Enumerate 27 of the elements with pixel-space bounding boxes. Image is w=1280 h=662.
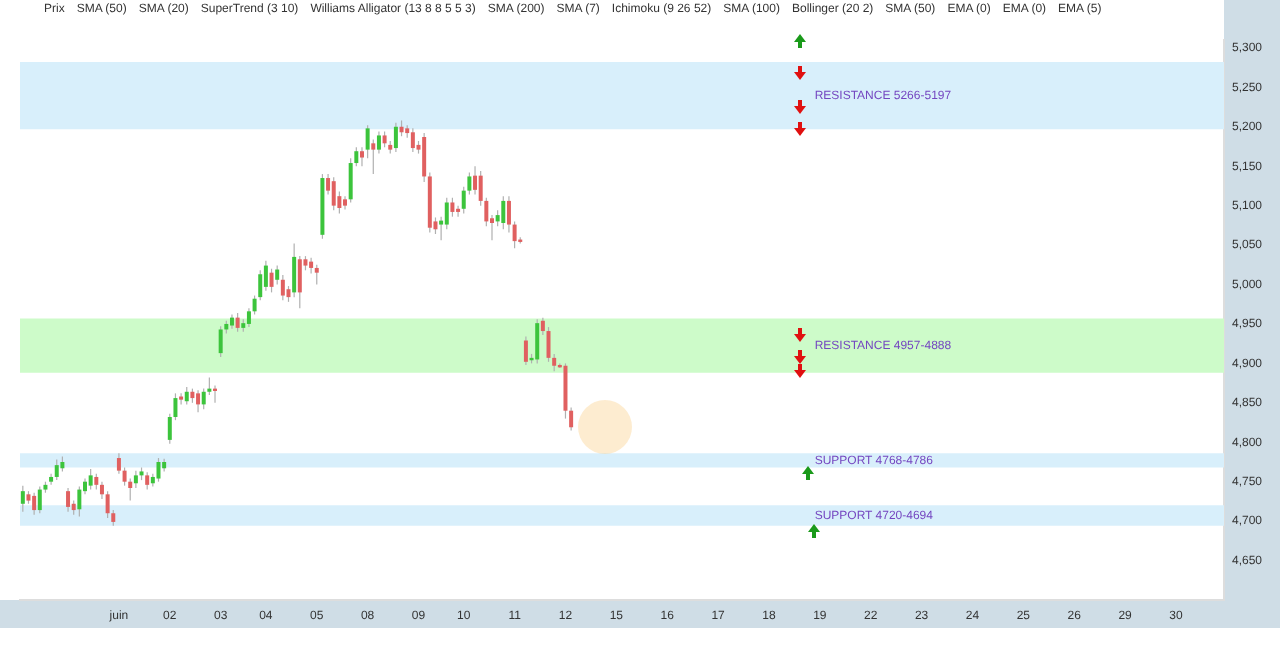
candlestick (331, 176, 336, 211)
candlestick (32, 492, 37, 516)
candlestick (54, 459, 59, 481)
candlestick (196, 389, 201, 413)
candlestick (450, 197, 455, 218)
candlestick (393, 122, 398, 153)
candlestick (371, 138, 376, 175)
candlestick (535, 318, 540, 364)
candlestick (546, 326, 551, 363)
candlestick (523, 335, 528, 366)
candlestick (473, 165, 478, 196)
candlestick (66, 487, 71, 513)
candlestick (156, 457, 161, 483)
candlestick (263, 260, 268, 292)
candlestick (235, 312, 240, 333)
candlestick (410, 127, 415, 153)
candlestick (501, 195, 506, 230)
candlestick (218, 325, 223, 358)
candlestick (37, 485, 42, 514)
candlestick (280, 274, 285, 301)
candlestick (20, 485, 25, 513)
candlestick (105, 490, 110, 519)
candlestick (297, 255, 302, 309)
candlestick (77, 485, 82, 517)
candlestick (314, 264, 319, 286)
candlestick (269, 268, 274, 293)
candlestick (88, 468, 93, 491)
